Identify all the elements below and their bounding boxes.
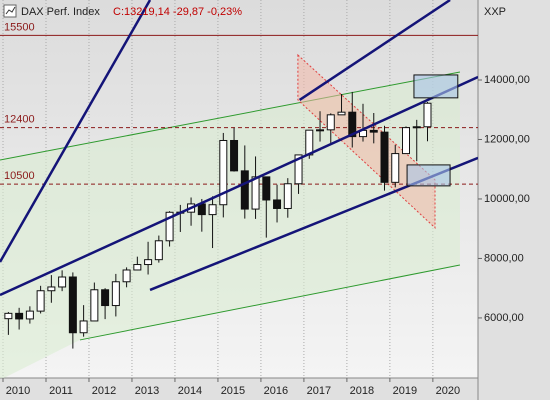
channel-line: [79, 264, 461, 341]
candle-body: [144, 259, 153, 266]
axis-label: XXP: [484, 6, 506, 18]
x-tick-label: 2019: [393, 385, 417, 397]
candle-body: [369, 129, 378, 133]
candle-body: [101, 289, 110, 307]
candle-body: [219, 139, 228, 206]
candle-body: [391, 153, 400, 183]
candle-body: [4, 312, 13, 320]
x-tick-label: 2011: [49, 385, 73, 397]
x-tick-label: 2014: [178, 385, 202, 397]
x-tick-label: 2016: [264, 385, 288, 397]
level-label: 15500: [4, 21, 35, 33]
candle-body: [47, 286, 56, 292]
candle-body: [165, 211, 174, 242]
zone: [297, 53, 436, 229]
symbol-icon: [5, 6, 16, 15]
candle-body: [68, 276, 77, 334]
candle-body: [15, 312, 24, 320]
trendline: [0, 0, 152, 263]
candle-body: [423, 102, 432, 128]
candle-body: [36, 290, 45, 312]
candle-body: [208, 204, 217, 216]
x-tick-label: 2010: [6, 385, 30, 397]
y-tick-label: 12000,00: [484, 133, 530, 145]
candle-body: [326, 114, 335, 131]
channel-line: [0, 71, 461, 161]
trendline: [0, 75, 478, 297]
candle-body: [230, 139, 239, 172]
candle-body: [25, 310, 34, 320]
candle-body: [380, 131, 389, 183]
trendline: [298, 0, 451, 101]
candle-body: [58, 276, 67, 288]
candle-body: [197, 203, 206, 216]
candle-body: [401, 127, 410, 155]
chart-title: DAX Perf. Index: [21, 6, 100, 18]
candle-body: [111, 281, 120, 307]
candle-body: [337, 111, 346, 116]
candle-body: [273, 199, 282, 209]
target-box: [406, 164, 451, 187]
y-tick-label: 8000,00: [484, 252, 524, 264]
level-label: 10500: [4, 170, 35, 182]
candle-body: [251, 176, 260, 210]
candle-body: [316, 129, 325, 132]
x-tick-label: 2017: [307, 385, 331, 397]
x-tick-label: 2013: [135, 385, 159, 397]
candle-body: [90, 289, 99, 322]
candle-body: [294, 154, 303, 185]
x-tick-label: 2012: [92, 385, 116, 397]
y-tick-label: 6000,00: [484, 312, 524, 324]
y-axis-panel: [478, 0, 550, 400]
candle-body: [133, 264, 142, 271]
x-tick-label: 2020: [436, 385, 460, 397]
candle-body: [348, 111, 357, 138]
candle-body: [154, 240, 163, 261]
x-tick-label: 2015: [221, 385, 245, 397]
y-tick-label: 10000,00: [484, 193, 530, 205]
candle-body: [283, 183, 292, 209]
candle-body: [240, 170, 249, 210]
quote: C:13219,14 -29,87 -0,23%: [113, 6, 242, 18]
candle-body: [79, 320, 88, 334]
candle-body: [122, 269, 131, 283]
plot-area: 15500 12400 10500: [0, 0, 478, 378]
candle-body: [305, 129, 314, 156]
x-axis-panel: [0, 378, 478, 400]
x-tick-label: 2018: [350, 385, 374, 397]
target-box: [413, 74, 459, 99]
candle-body: [262, 176, 271, 201]
y-tick-label: 14000,00: [484, 74, 530, 86]
candle-body: [412, 126, 421, 129]
level-label: 12400: [4, 113, 35, 125]
